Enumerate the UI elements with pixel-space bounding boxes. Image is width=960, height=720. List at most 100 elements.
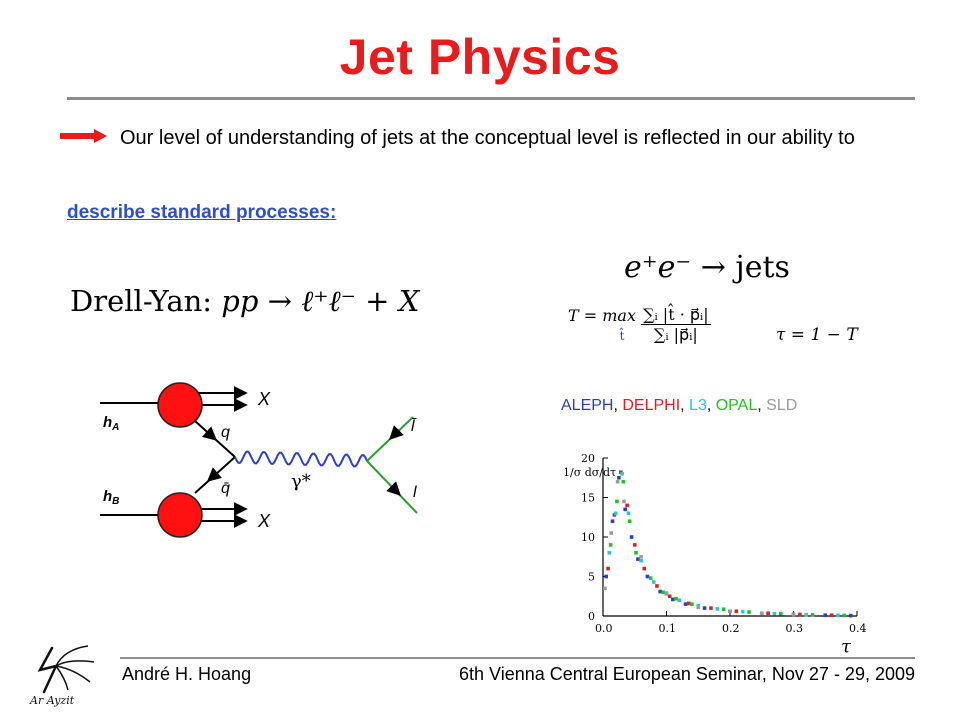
experiment-sld: SLD: [766, 397, 798, 414]
hadron-a-label: hA: [103, 414, 119, 433]
ee-arrow: →: [700, 250, 726, 285]
x-tick-label: 0.0: [595, 622, 613, 635]
plot-xlabel: τ: [841, 636, 852, 655]
data-point-sld: [791, 612, 796, 617]
drell-yan-lhs: pp: [221, 284, 259, 318]
data-point-l3: [836, 613, 840, 618]
data-point-delphi: [709, 606, 713, 610]
data-point-sld: [696, 605, 701, 610]
drell-yan-rhs: ℓ⁺ℓ⁻ + X: [301, 284, 420, 318]
data-point-aleph: [683, 602, 688, 606]
institute-logo: Ar Ayzit: [29, 645, 95, 707]
data-point-aleph: [604, 574, 608, 579]
data-point-opal: [621, 479, 626, 484]
data-point-aleph: [610, 519, 615, 523]
data-point-l3: [804, 613, 808, 617]
data-point-delphi: [734, 609, 739, 614]
data-point-delphi: [766, 611, 770, 616]
data-point-delphi: [632, 543, 637, 547]
antilepton-arrow-icon: [389, 425, 404, 440]
data-point-sld: [664, 591, 669, 595]
data-point-l3: [652, 580, 656, 584]
data-point-delphi: [667, 594, 672, 599]
data-point-aleph: [848, 613, 853, 618]
title-divider: [67, 97, 915, 100]
data-point-l3: [772, 611, 777, 616]
thrust-numerator: ∑ᵢ |t̂ · p⃗ᵢ|: [641, 305, 711, 325]
experiment-delphi: DELPHI: [622, 397, 681, 414]
y-tick-label: 10: [581, 531, 595, 544]
bullet-arrow-icon: [60, 129, 107, 143]
drell-yan-formula: Drell-Yan: pp → ℓ⁺ℓ⁻ + X: [70, 284, 419, 319]
data-point-aleph: [629, 535, 634, 539]
data-point-delphi: [642, 566, 647, 571]
data-point-opal: [721, 607, 726, 612]
data-point-delphi: [798, 612, 802, 617]
experiment-separator: ,: [757, 397, 767, 414]
data-point-l3: [613, 511, 618, 516]
experiment-separator: ,: [706, 397, 716, 414]
ee-rhs: jets: [735, 250, 790, 285]
experiment-l3: L3: [689, 397, 707, 414]
hadron-b-blob: [157, 492, 203, 538]
thrust-denominator: ∑ᵢ |p⃗ᵢ|: [653, 325, 698, 344]
thrust-distribution-plot: 0.0 0.1 0.2 0.3 0.4 0 5 10 15 20 1/σ dσ/dτ τ: [565, 452, 867, 655]
data-point-delphi: [686, 601, 691, 606]
data-point-sld: [609, 531, 614, 535]
hadron-b-label: hB: [103, 488, 119, 507]
data-point-l3: [677, 598, 681, 602]
experiment-list: ALEPH, DELPHI, L3, OPAL, SLD: [561, 397, 797, 415]
data-point-opal: [810, 613, 815, 617]
lepton-arrow-icon: [386, 481, 401, 496]
data-point-opal: [661, 590, 666, 595]
data-point-opal: [634, 551, 638, 555]
data-point-l3: [620, 472, 624, 476]
data-point-delphi: [655, 584, 659, 588]
x-bottom-label: X: [257, 511, 271, 531]
data-point-aleph: [623, 507, 628, 512]
x-top-label: X: [257, 389, 271, 409]
experiment-separator: ,: [680, 397, 690, 414]
data-point-opal: [842, 613, 847, 618]
x-tick-label: 0.1: [659, 622, 677, 635]
antilepton-label: l̄: [411, 417, 417, 435]
data-point-sld: [603, 586, 607, 591]
tau-definition: τ = 1 − T: [776, 325, 858, 345]
data-point-opal: [674, 596, 678, 601]
data-point-aleph: [658, 589, 662, 594]
data-point-opal: [627, 519, 632, 523]
ee-lhs: e⁺e⁻: [624, 250, 692, 285]
data-point-sld: [622, 499, 626, 504]
y-tick-label: 5: [588, 571, 595, 584]
thrust-max-sub: t̂: [619, 328, 625, 343]
data-point-l3: [715, 607, 720, 611]
data-point-opal: [615, 499, 619, 504]
quark-label: q: [221, 424, 230, 441]
data-point-aleph: [823, 613, 828, 618]
data-point-l3: [607, 551, 612, 555]
thrust-formula: T = max t̂ ∑ᵢ |t̂ · p⃗ᵢ| ∑ᵢ |p⃗ᵢ|: [568, 305, 711, 344]
data-point-l3: [740, 609, 745, 614]
data-point-delphi: [625, 503, 629, 508]
x-tick-label: 0.3: [786, 622, 804, 635]
data-point-opal: [747, 610, 751, 614]
data-point-aleph: [702, 606, 707, 610]
drell-yan-feynman-diagram: hA hB X X q q̄ γ* l̄ l: [100, 382, 418, 538]
logo-text: Ar Ayzit: [29, 694, 75, 707]
photon-propagator: [234, 450, 368, 468]
y-tick-label: 0: [588, 610, 595, 623]
y-tick-label: 20: [581, 452, 595, 465]
data-point-opal: [690, 602, 694, 606]
data-point-l3: [639, 558, 643, 563]
antilepton-line: [366, 416, 414, 462]
quark-arrow-icon: [201, 426, 218, 441]
thrust-lhs: T = max: [568, 305, 636, 325]
data-point-sld: [615, 479, 620, 484]
drell-yan-arrow: →: [267, 284, 292, 318]
plot-ylabel: 1/σ dσ/dτ: [565, 466, 616, 479]
data-point-sld: [639, 554, 643, 559]
ee-jets-formula: e⁺e⁻ → jets: [624, 250, 790, 285]
data-point-opal: [608, 543, 613, 547]
experiment-opal: OPAL: [715, 397, 758, 414]
data-point-sld: [759, 611, 764, 616]
